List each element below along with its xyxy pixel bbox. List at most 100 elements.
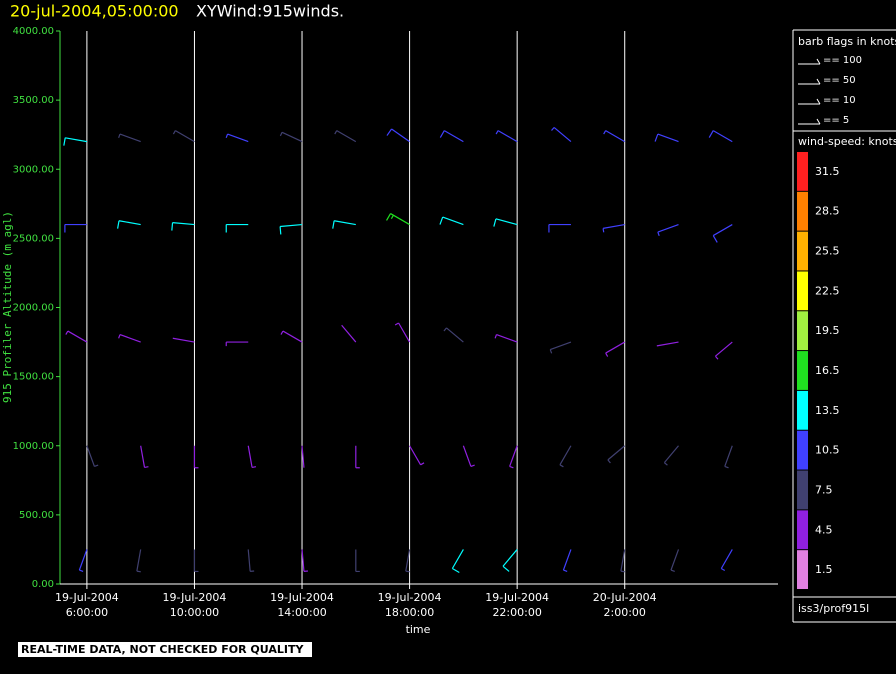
wind-barb: [136, 549, 142, 573]
y-tick-label: 2000.00: [13, 303, 54, 314]
wind-barb: [603, 130, 626, 143]
scale-label: 25.5: [815, 245, 840, 258]
wind-barb: [670, 549, 680, 573]
wind-barb: [64, 223, 87, 233]
footer: REAL-TIME DATA, NOT CHECKED FOR QUALITY: [21, 643, 304, 656]
x-tick-date: 19-Jul-2004: [55, 591, 119, 604]
scale-label: 28.5: [815, 205, 840, 218]
scale-title: wind-speed: knots: [798, 135, 896, 148]
wind-barb: [86, 445, 99, 467]
scale-swatch: [797, 351, 808, 390]
wind-barb: [225, 341, 249, 347]
y-tick-label: 1500.00: [13, 372, 54, 383]
chart-title: XYWind:915winds.: [196, 2, 344, 21]
wind-barb: [548, 223, 571, 233]
scale-label: 16.5: [815, 364, 840, 377]
x-tick-date: 19-Jul-2004: [270, 591, 334, 604]
x-tick-date: 19-Jul-2004: [163, 591, 227, 604]
wind-barb: [247, 445, 257, 469]
wind-barb: [495, 130, 518, 143]
scale-label: 10.5: [815, 444, 840, 457]
wind-barb: [656, 341, 679, 347]
wind-barb: [509, 445, 518, 469]
wind-barb: [118, 333, 141, 343]
scale-swatch: [797, 271, 808, 311]
wind-barb: [172, 130, 195, 143]
x-tick-label: 22:00:00: [492, 606, 541, 619]
legend-label: == 5: [823, 115, 849, 126]
y-tick-label: 4000.00: [13, 26, 54, 37]
y-tick-label: 2500.00: [13, 233, 54, 244]
wind-barb: [118, 133, 141, 143]
wind-barb: [193, 445, 199, 469]
wind-barb: [439, 216, 464, 226]
scale-label: 19.5: [815, 324, 840, 337]
legend-barb: [816, 58, 821, 65]
wind-barb: [355, 549, 360, 573]
wind-barb: [439, 130, 464, 143]
wind-barb: [462, 445, 475, 467]
wind-barb: [355, 445, 360, 469]
wind-barb: [620, 549, 626, 573]
scale-swatch: [797, 231, 808, 271]
wind-barb: [332, 220, 356, 229]
scale-swatch: [797, 311, 808, 351]
legend-barb: [816, 98, 821, 105]
y-tick-label: 3500.00: [13, 95, 54, 106]
barb-legend-title: barb flags in knots: [798, 35, 896, 48]
wind-barb: [171, 222, 195, 231]
wind-barb: [386, 128, 410, 143]
wind-barb: [443, 327, 464, 343]
wind-barb: [549, 341, 572, 354]
wind-barb: [334, 130, 357, 143]
wind-barb: [562, 549, 572, 573]
scale-swatch: [797, 470, 808, 510]
wind-barb: [720, 549, 733, 572]
x-axis-label: time: [406, 623, 431, 636]
wind-barb: [405, 549, 411, 573]
wind-barb: [502, 549, 518, 572]
scale-swatch: [797, 152, 808, 191]
wind-barb: [65, 330, 88, 343]
wind-barb: [172, 337, 195, 343]
scale-swatch: [797, 191, 808, 231]
scale-label: 13.5: [815, 404, 840, 417]
y-tick-label: 500.00: [19, 510, 54, 521]
scale-label: 7.5: [815, 483, 833, 496]
wind-barb: [559, 445, 572, 468]
wind-barb: [78, 549, 88, 573]
title-date: 20-jul-2004,05:00:00: [10, 2, 179, 21]
wind-barb: [654, 133, 679, 143]
wind-barb: [712, 224, 733, 243]
wind-barb: [301, 549, 308, 572]
scale-label: 4.5: [815, 523, 833, 536]
wind-barb: [280, 330, 303, 343]
wind-barb: [605, 341, 626, 357]
wind-barb: [493, 218, 518, 227]
wind-barb: [341, 324, 357, 343]
x-tick-date: 19-Jul-2004: [485, 591, 549, 604]
x-tick-label: 18:00:00: [385, 606, 434, 619]
scale-label: 22.5: [815, 284, 840, 297]
wind-barb: [225, 133, 249, 143]
x-tick-label: 2:00:00: [604, 606, 646, 619]
scale-swatch: [797, 510, 808, 550]
scale-swatch: [797, 430, 808, 470]
wind-barb: [714, 341, 733, 360]
wind-barb: [225, 223, 249, 233]
wind-barb: [394, 322, 411, 343]
legend-barb: [816, 118, 821, 125]
wind-barb: [117, 220, 141, 229]
x-tick-label: 14:00:00: [277, 606, 326, 619]
wind-barb: [140, 445, 149, 469]
wind-barb: [279, 131, 303, 143]
wind-barb: [451, 549, 464, 574]
y-tick-label: 1000.00: [13, 441, 54, 452]
wind-barb: [708, 130, 733, 143]
x-tick-label: 10:00:00: [170, 606, 219, 619]
y-axis-label: 915 Profiler Altitude (m agl): [1, 211, 14, 403]
wind-barb: [494, 333, 518, 343]
wind-barb: [663, 445, 679, 466]
